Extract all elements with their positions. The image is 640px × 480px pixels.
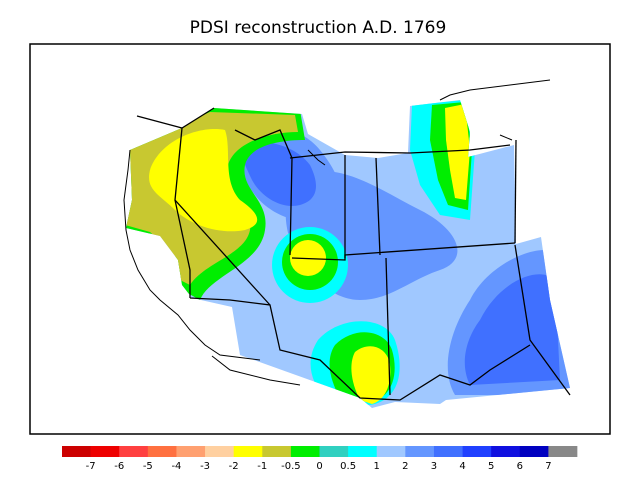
legend-tick-label: 3 [431, 461, 437, 472]
legend-tick-label: 2 [402, 461, 408, 472]
legend-tick-labels: -7 -6 -5 -4 -3 -2 -1 -0.5 0 0.5 1 2 3 4 5 6 7 [86, 461, 552, 472]
south-drought-core [351, 346, 391, 404]
legend-bin-4 [176, 446, 206, 457]
legend-tick-label: -7 [86, 461, 96, 472]
legend-swatches [62, 446, 578, 457]
legend-bin-15 [491, 446, 521, 457]
legend-bin-12 [405, 446, 435, 457]
legend-bin-0 [62, 446, 91, 457]
legend-tick-label: 0 [316, 461, 322, 472]
legend-bin-14 [462, 446, 492, 457]
legend-tick-label: -5 [143, 461, 153, 472]
coastline [123, 79, 551, 386]
legend-tick-label: -6 [114, 461, 124, 472]
legend-bin-9 [319, 446, 349, 457]
legend-tick-label: 1 [374, 461, 380, 472]
legend-bin-11 [376, 446, 406, 457]
map-title: PDSI reconstruction A.D. 1769 [190, 18, 447, 38]
legend-tick-label: -4 [171, 461, 181, 472]
legend-tick-label: -1 [257, 461, 267, 472]
legend-tick-label: -2 [229, 461, 239, 472]
legend-bin-7 [262, 446, 292, 457]
legend-bin-16 [519, 446, 549, 457]
legend-tick-label: 4 [459, 461, 465, 472]
legend-bin-3 [147, 446, 177, 457]
legend-tick-label: -0.5 [281, 461, 301, 472]
state-boundaries [136, 107, 571, 401]
legend-tick-label: 0.5 [340, 461, 356, 472]
southeast-core [464, 274, 560, 385]
color-legend: -7 -6 -5 -4 -3 -2 -1 -0.5 0 0.5 1 2 3 4 5 6 7 [62, 446, 578, 472]
legend-bin-13 [433, 446, 463, 457]
legend-bin-1 [90, 446, 120, 457]
legend-bin-6 [233, 446, 263, 457]
northeast-strip-core [445, 104, 470, 200]
legend-tick-label: 7 [545, 461, 551, 472]
legend-tick-label: -3 [200, 461, 210, 472]
legend-bin-10 [348, 446, 378, 457]
legend-bin-8 [290, 446, 320, 457]
legend-tick-label: 5 [488, 461, 494, 472]
legend-bin-17 [548, 446, 578, 457]
legend-bin-5 [205, 446, 235, 457]
legend-bin-2 [119, 446, 149, 457]
legend-tick-label: 6 [517, 461, 523, 472]
north-core [242, 142, 316, 206]
